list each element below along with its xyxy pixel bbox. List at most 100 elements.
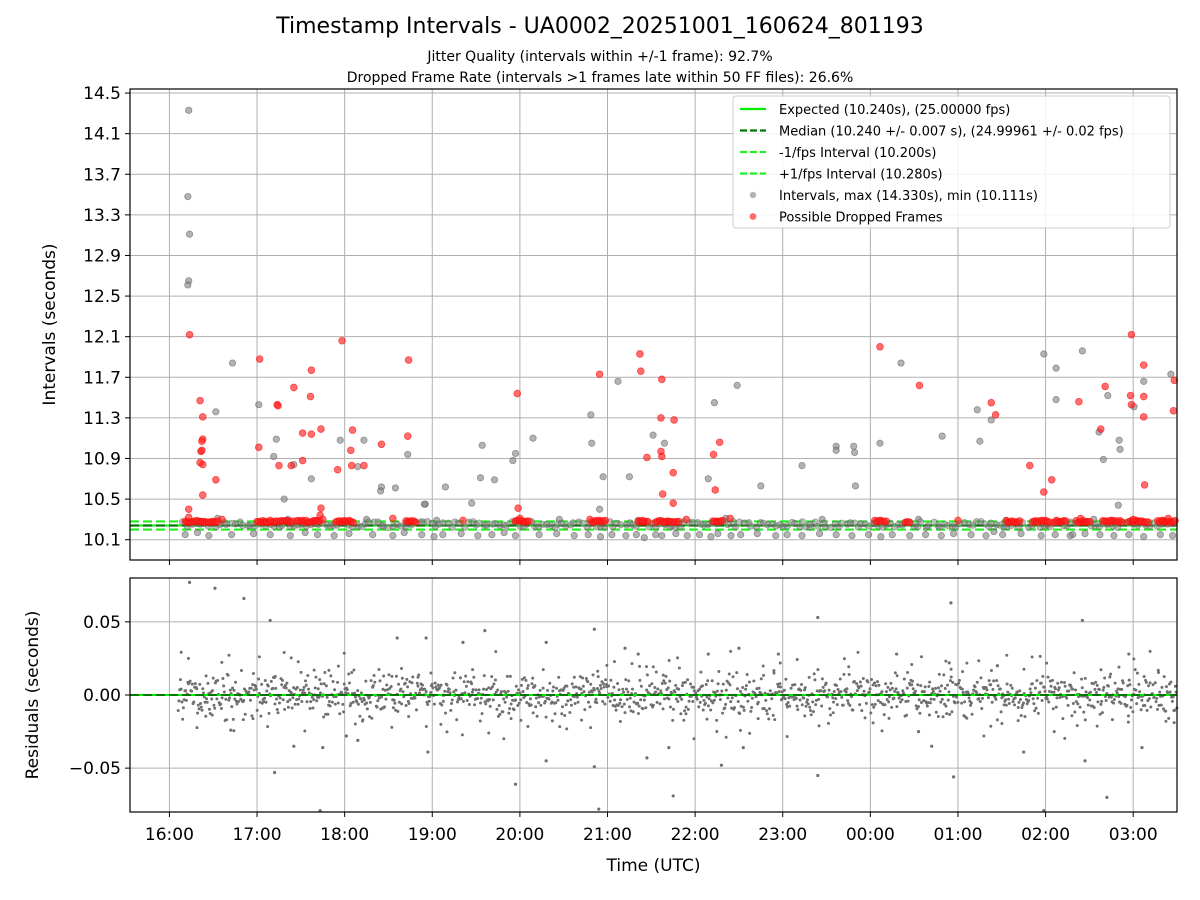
residual-point xyxy=(184,689,188,693)
residual-point xyxy=(231,717,235,721)
dropped-frame-point xyxy=(287,461,296,470)
residual-point xyxy=(623,646,627,650)
interval-point xyxy=(364,518,372,526)
residual-point xyxy=(552,685,556,689)
residual-point xyxy=(662,679,666,683)
residual-point xyxy=(674,697,678,701)
residual-point xyxy=(1135,671,1139,675)
residual-point xyxy=(979,676,983,680)
dropped-frame-point xyxy=(1140,481,1149,489)
residual-point xyxy=(761,664,765,668)
interval-point xyxy=(439,531,447,539)
residual-point xyxy=(859,684,863,688)
residual-point xyxy=(660,682,664,686)
dropped-frame-point xyxy=(404,356,413,364)
residual-point xyxy=(511,698,515,702)
dropped-frame-point xyxy=(275,461,283,470)
interval-point xyxy=(193,528,202,537)
residual-point xyxy=(258,700,262,704)
x-tick-label: 19:00 xyxy=(408,825,457,845)
residual-point xyxy=(960,687,964,691)
residual-point xyxy=(598,691,602,695)
residual-point xyxy=(727,672,731,676)
residual-point xyxy=(491,698,495,702)
dropped-frame-point xyxy=(274,401,282,410)
residual-point xyxy=(1045,661,1049,665)
residual-point xyxy=(336,664,340,668)
residual-point xyxy=(747,680,751,684)
residual-point xyxy=(484,702,488,706)
residual-point xyxy=(325,695,329,699)
residual-point xyxy=(539,703,543,707)
residual-point xyxy=(910,683,914,687)
residual-point xyxy=(1019,714,1023,718)
residual-point xyxy=(353,722,357,726)
residual-point xyxy=(444,711,448,715)
residual-point xyxy=(618,719,622,723)
residual-point xyxy=(963,700,967,704)
interval-point xyxy=(570,532,578,540)
residual-point xyxy=(534,696,538,700)
residual-point xyxy=(506,689,510,693)
residual-point xyxy=(680,697,684,701)
interval-point xyxy=(850,448,859,457)
residual-point xyxy=(1139,708,1143,712)
dropped-frame-point xyxy=(1096,425,1105,433)
x-tick-label: 01:00 xyxy=(933,825,982,845)
residual-point xyxy=(575,695,579,699)
interval-point xyxy=(876,439,884,447)
residual-point xyxy=(873,681,877,685)
residual-point xyxy=(1002,703,1006,707)
residual-point xyxy=(186,656,190,660)
residual-point xyxy=(932,697,936,701)
residual-point xyxy=(874,684,878,688)
dropped-frame-point xyxy=(198,460,207,469)
y-tick-label: 10.1 xyxy=(83,531,121,551)
interval-point xyxy=(798,461,806,470)
residual-point xyxy=(1017,700,1021,704)
residual-point xyxy=(255,708,259,712)
interval-point xyxy=(448,523,456,531)
residual-point xyxy=(550,719,554,723)
interval-point xyxy=(185,106,193,114)
dropped-frame-point xyxy=(636,350,644,358)
residual-point xyxy=(636,701,640,705)
residual-point xyxy=(353,691,357,695)
residual-point xyxy=(407,715,411,719)
residual-point xyxy=(425,700,429,704)
residual-point xyxy=(720,689,724,693)
residual-point xyxy=(1016,706,1020,710)
interval-point xyxy=(731,523,740,531)
residual-point xyxy=(233,697,237,701)
residual-point xyxy=(1104,698,1108,702)
residual-point xyxy=(1084,690,1088,694)
residual-point xyxy=(216,679,220,683)
residual-point xyxy=(702,698,706,702)
residual-point xyxy=(663,681,667,685)
residual-point xyxy=(505,695,509,699)
residual-point xyxy=(508,707,512,711)
residual-point xyxy=(645,688,649,692)
residual-point xyxy=(551,689,555,693)
residual-point xyxy=(518,691,522,695)
residual-point xyxy=(319,682,323,686)
residual-point xyxy=(842,657,846,661)
residual-point xyxy=(359,697,363,701)
interval-point xyxy=(814,522,822,530)
residual-point xyxy=(525,700,529,704)
residual-point xyxy=(745,673,749,677)
residual-point xyxy=(1156,707,1160,711)
residual-point xyxy=(1173,708,1177,712)
residual-point xyxy=(706,704,710,708)
residual-point xyxy=(243,712,247,716)
residual-point xyxy=(671,707,675,711)
y-tick-label: 0.00 xyxy=(83,686,121,706)
residual-point xyxy=(1018,689,1022,693)
residual-point xyxy=(317,695,321,699)
residual-point xyxy=(915,707,919,711)
residual-point xyxy=(341,702,345,706)
residual-point xyxy=(382,705,386,709)
residual-point xyxy=(498,712,502,716)
residual-point xyxy=(222,684,226,688)
residual-point xyxy=(568,710,572,714)
